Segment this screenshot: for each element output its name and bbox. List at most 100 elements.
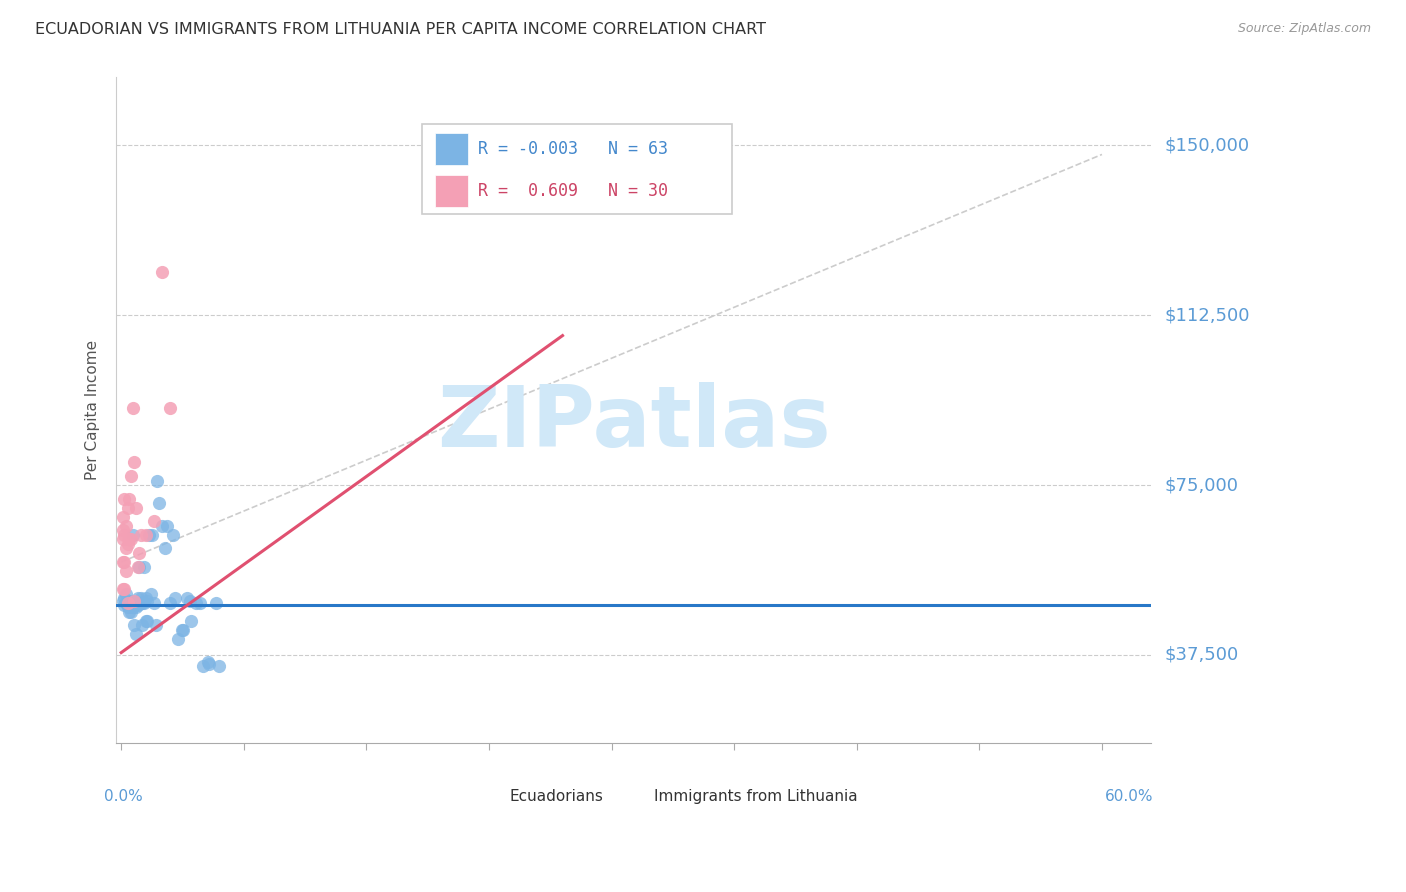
FancyBboxPatch shape	[422, 124, 733, 214]
Point	[120, 533, 142, 547]
Point	[114, 555, 136, 569]
Point	[148, 496, 170, 510]
Point	[188, 596, 211, 610]
Point	[127, 596, 149, 610]
Point	[117, 600, 139, 615]
Point	[165, 591, 187, 606]
Point	[129, 591, 152, 606]
Point	[142, 514, 165, 528]
Point	[117, 596, 139, 610]
Point	[121, 528, 143, 542]
Point	[111, 593, 134, 607]
Text: ECUADORIAN VS IMMIGRANTS FROM LITHUANIA PER CAPITA INCOME CORRELATION CHART: ECUADORIAN VS IMMIGRANTS FROM LITHUANIA …	[35, 22, 766, 37]
Point	[128, 596, 150, 610]
Point	[115, 596, 138, 610]
Point	[205, 596, 228, 610]
Point	[138, 528, 160, 542]
Point	[129, 596, 152, 610]
Point	[120, 600, 142, 615]
Point	[131, 618, 153, 632]
Point	[136, 614, 159, 628]
Text: $112,500: $112,500	[1166, 306, 1250, 324]
Point	[121, 401, 143, 415]
Text: $75,000: $75,000	[1166, 476, 1239, 494]
Point	[111, 524, 134, 538]
Point	[125, 500, 148, 515]
Point	[122, 593, 145, 607]
Point	[122, 593, 145, 607]
Point	[115, 564, 138, 578]
Text: $37,500: $37,500	[1166, 646, 1239, 664]
Point	[115, 518, 138, 533]
Point	[127, 591, 149, 606]
Point	[122, 455, 145, 469]
Point	[167, 632, 190, 646]
Point	[121, 600, 143, 615]
Point	[120, 469, 142, 483]
Point	[114, 582, 136, 597]
Point	[176, 591, 198, 606]
Point	[114, 591, 136, 606]
Point	[186, 596, 208, 610]
Point	[179, 593, 201, 607]
Point	[111, 533, 134, 547]
Point	[111, 509, 134, 524]
Point	[114, 491, 136, 506]
Point	[125, 600, 148, 615]
Text: 0.0%: 0.0%	[104, 789, 142, 804]
Point	[132, 559, 155, 574]
Point	[114, 528, 136, 542]
Point	[125, 596, 148, 610]
Point	[132, 596, 155, 610]
Point	[159, 596, 181, 610]
Point	[118, 491, 141, 506]
Text: R =  0.609   N = 30: R = 0.609 N = 30	[478, 183, 668, 201]
Point	[125, 627, 148, 641]
Point	[197, 655, 219, 669]
Point	[122, 618, 145, 632]
Text: $150,000: $150,000	[1166, 136, 1250, 154]
Point	[115, 541, 138, 556]
Point	[128, 546, 150, 560]
Point	[150, 265, 173, 279]
Point	[155, 541, 177, 556]
Point	[136, 593, 159, 607]
Point	[121, 596, 143, 610]
Point	[129, 528, 152, 542]
Point	[198, 657, 221, 671]
Text: ZIPatlas: ZIPatlas	[437, 382, 831, 465]
FancyBboxPatch shape	[434, 133, 468, 165]
Point	[118, 605, 141, 619]
Point	[191, 659, 214, 673]
Point	[156, 518, 179, 533]
Point	[159, 401, 181, 415]
Point	[135, 591, 157, 606]
Point	[127, 598, 149, 612]
Point	[117, 500, 139, 515]
Point	[117, 537, 139, 551]
FancyBboxPatch shape	[621, 779, 648, 814]
FancyBboxPatch shape	[474, 779, 501, 814]
Point	[122, 596, 145, 610]
Point	[162, 528, 184, 542]
Text: Immigrants from Lithuania: Immigrants from Lithuania	[654, 789, 858, 804]
Point	[150, 518, 173, 533]
Point	[128, 559, 150, 574]
Point	[115, 587, 138, 601]
Point	[127, 559, 149, 574]
Point	[172, 623, 194, 637]
Point	[170, 623, 193, 637]
Point	[118, 533, 141, 547]
Point	[141, 528, 163, 542]
Point	[135, 614, 157, 628]
Point	[145, 618, 167, 632]
Point	[120, 605, 142, 619]
Text: Source: ZipAtlas.com: Source: ZipAtlas.com	[1237, 22, 1371, 36]
Y-axis label: Per Capita Income: Per Capita Income	[86, 340, 100, 481]
Point	[118, 596, 141, 610]
FancyBboxPatch shape	[434, 176, 468, 208]
Point	[111, 582, 134, 597]
Text: Ecuadorians: Ecuadorians	[509, 789, 603, 804]
Point	[135, 528, 157, 542]
Point	[117, 596, 139, 610]
